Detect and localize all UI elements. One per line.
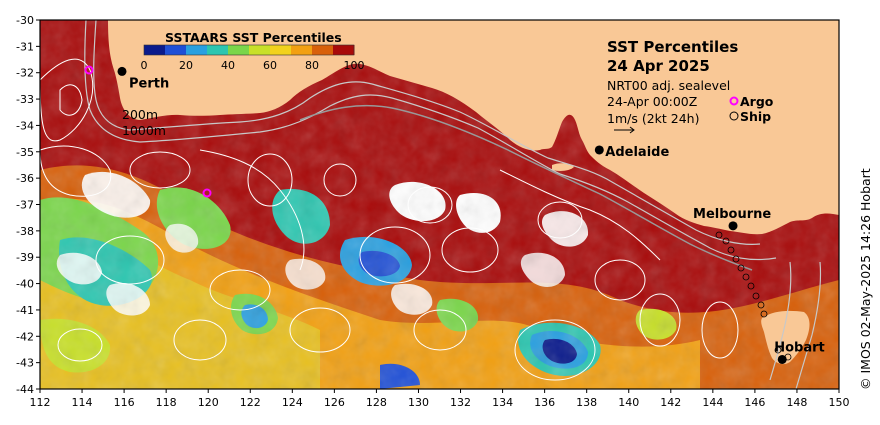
colorbar-swatch [207,45,229,55]
shelf-line [299,104,753,271]
lon-tick-label: 140 [618,396,639,409]
colorbar-tick-label: 40 [221,59,235,72]
info-scale: 1m/s (2kt 24h) [607,111,699,126]
colorbar-swatch [333,45,355,55]
colorbar-swatch [291,45,313,55]
colorbar-tick-label: 100 [344,59,365,72]
isobath-contours [84,20,822,389]
colorbar-outline [143,44,355,56]
lat-tick-label: -40 [16,278,34,291]
info-time: 24-Apr 00:00Z [607,94,697,109]
argo-marker-icon [729,96,739,106]
lat-tick-label: -38 [16,225,34,238]
lat-tick-label: -34 [16,119,34,132]
place-markers: Perth Adelaide Melbourne Hobart [117,66,825,364]
colorbar: SSTAARS SST Percentiles 0 20 40 60 80 100 [141,30,365,72]
argo-legend-label: Argo [740,94,774,109]
colorbar-swatch [312,45,334,55]
lon-tick-label: 116 [114,396,135,409]
lon-tick-label: 114 [72,396,93,409]
colorbar-tick-label: 20 [179,59,193,72]
depth-label-1000m: 1000m [122,123,166,138]
credit-text: © IMOS 02-May-2025 14:26 Hobart [858,168,873,390]
lat-tick-label: -32 [16,67,34,80]
lon-tick-label: 150 [829,396,850,409]
colorbar-swatches [143,44,355,56]
lat-tick-label: -36 [16,172,34,185]
colorbar-swatch [249,45,271,55]
lon-tick-label: 136 [534,396,555,409]
lon-tick-label: 120 [198,396,219,409]
colorbar-title: SSTAARS SST Percentiles [165,30,342,45]
lon-tick-label: 138 [576,396,597,409]
map-title: SST Percentiles [607,38,738,56]
lat-tick-label: -42 [16,330,34,343]
latitude-axis: -30 -31 -32 -33 -34 -35 -36 -37 -38 -39 -40 -41 -42 -… [16,14,40,396]
place-label: Melbourne [693,207,771,222]
place-label: Hobart [774,340,825,355]
eddy-contours [40,58,739,381]
city-marker-icon [594,145,604,155]
land-australia [108,20,839,365]
ship-legend-label: Ship [740,109,771,124]
place-label: Perth [129,76,169,91]
colorbar-swatch [144,45,166,55]
colorbar-tick-label: 80 [305,59,319,72]
colorbar-tick-labels: 0 20 40 60 80 100 [141,59,365,72]
lat-tick-label: -31 [16,40,34,53]
lat-tick-label: -37 [16,199,34,212]
lat-tick-label: -43 [16,357,34,370]
colorbar-tick-label: 0 [141,59,148,72]
lon-tick-label: 128 [366,396,387,409]
lon-tick-label: 122 [240,396,261,409]
lon-tick-label: 118 [156,396,177,409]
lat-tick-label: -41 [16,304,34,317]
place-label: Adelaide [605,145,669,160]
lat-tick-label: -33 [16,93,34,106]
argo-float-marker [202,188,212,198]
lon-tick-label: 146 [744,396,765,409]
colorbar-swatch [228,45,250,55]
longitude-axis: 112 114 116 118 120 122 124 126 128 130 132 134 136 1… [30,389,850,409]
lon-tick-label: 132 [450,396,471,409]
colorbar-swatch [270,45,292,55]
lat-tick-label: -30 [16,14,34,27]
city-marker-icon [117,66,127,76]
map-date: 24 Apr 2025 [607,57,710,75]
lat-tick-label: -39 [16,251,34,264]
argo-float-marker [84,65,94,75]
lon-tick-label: 134 [492,396,513,409]
lon-tick-label: 112 [30,396,51,409]
info-product: NRT00 adj. sealevel [607,78,730,93]
lon-tick-label: 144 [702,396,723,409]
depth-label-200m: 200m [122,107,158,122]
colorbar-tick-label: 60 [263,59,277,72]
lon-tick-label: 126 [324,396,345,409]
colorbar-swatch [186,45,208,55]
ship-marker-icon [729,111,739,121]
city-marker-icon [777,354,787,364]
lat-tick-label: -35 [16,146,34,159]
lat-tick-label: -44 [16,383,34,396]
colorbar-swatch [165,45,187,55]
city-marker-icon [728,221,738,231]
arrow-head-icon [629,126,635,134]
lon-tick-label: 142 [660,396,681,409]
lon-tick-label: 124 [282,396,303,409]
lon-tick-label: 130 [408,396,429,409]
lon-tick-label: 148 [786,396,807,409]
